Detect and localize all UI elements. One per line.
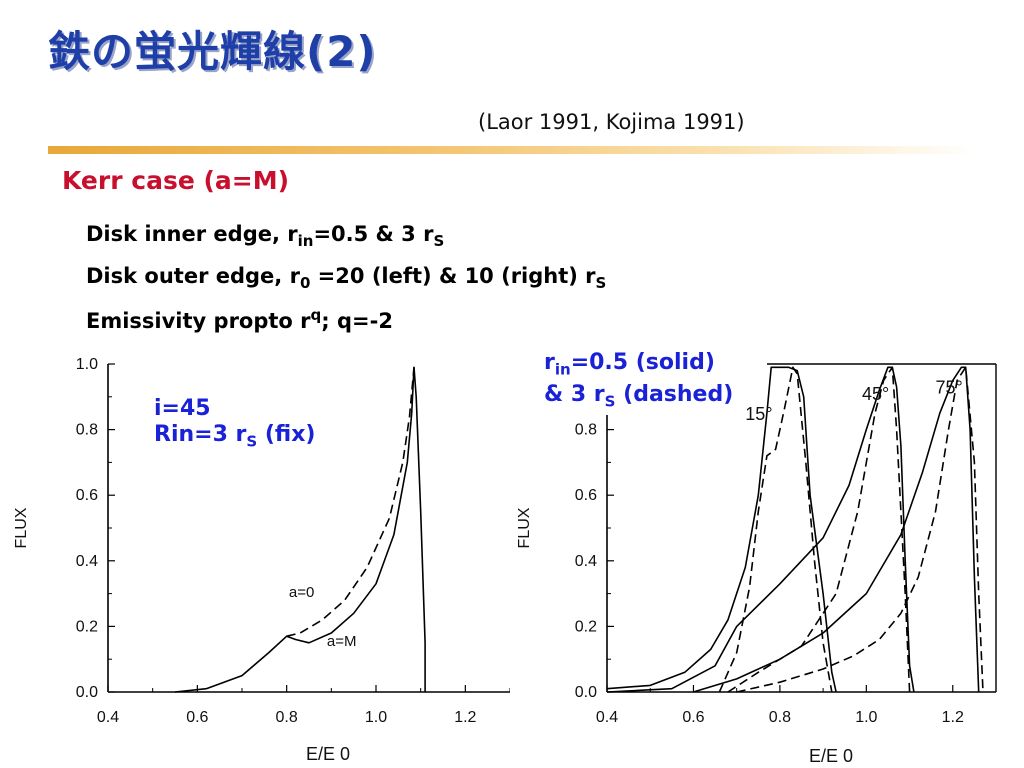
x-axis-label: E/E 0 (306, 744, 350, 764)
bullet-outer-edge: Disk outer edge, r0 =20 (left) & 10 (rig… (86, 264, 607, 293)
x-axis-label: E/E 0 (809, 746, 853, 766)
x-tick-label: 0.6 (682, 709, 704, 726)
y-tick-label: 0.4 (575, 553, 597, 570)
series-line-1 (718, 366, 833, 693)
annotation-label: 45° (862, 384, 889, 404)
x-tick-label: 1.2 (942, 709, 964, 726)
annotation-label: a=0 (289, 584, 314, 601)
x-tick-label: 1.0 (365, 709, 387, 726)
y-tick-label: 0.6 (575, 487, 597, 504)
x-tick-label: 1.2 (454, 709, 476, 726)
y-tick-label: 0.6 (76, 487, 98, 504)
series-line-0 (174, 366, 426, 693)
annotation-label: a=M (327, 633, 357, 650)
citation: (Laor 1991, Kojima 1991) (478, 110, 745, 134)
series-line-4 (693, 366, 980, 693)
y-tick-label: 0.4 (76, 553, 98, 570)
y-tick-label: 0.8 (575, 422, 597, 439)
annotation-label: 15° (745, 404, 772, 424)
y-tick-label: 0.2 (575, 618, 597, 635)
y-tick-label: 1.0 (76, 356, 98, 373)
note-line-dashed: & 3 rS (dashed) (544, 382, 734, 411)
y-axis-label: FLUX (13, 507, 30, 548)
title-divider (48, 146, 978, 154)
annotation-label: 75° (935, 378, 962, 398)
y-tick-label: 0.0 (575, 684, 597, 701)
note-line-inclination: i=45 (154, 396, 211, 421)
left-chart-note: i=45 Rin=3 rS (fix) (154, 396, 315, 454)
bullet-inner-edge: Disk inner edge, rin=0.5 & 3 rS (86, 222, 445, 251)
x-tick-label: 0.8 (769, 709, 791, 726)
x-tick-label: 0.8 (276, 709, 298, 726)
slide-title: 鉄の蛍光輝線(2) (48, 27, 377, 76)
x-tick-label: 0.4 (97, 709, 119, 726)
bullet-emissivity: Emissivity propto rq; q=-2 (86, 306, 393, 333)
section-heading: Kerr case (a=M) (62, 166, 290, 195)
flux-chart-right: 0.4 0.6 0.8 1.0 1.2 0.0 0.2 0.4 0.6 0.8 FLUX E/E 0 1… (516, 363, 997, 766)
series-line-1 (286, 367, 415, 637)
y-tick-label: 0.8 (76, 422, 98, 439)
x-tick-label: 1.0 (855, 709, 877, 726)
x-tick-label: 0.6 (186, 709, 208, 726)
series-line-0 (606, 366, 837, 693)
series-line-5 (736, 366, 984, 693)
right-chart-note: rin=0.5 (solid) & 3 rS (dashed) (540, 350, 738, 415)
y-tick-label: 0.2 (76, 618, 98, 635)
series-line-2 (606, 366, 915, 693)
note-line-solid: rin=0.5 (solid) (544, 350, 715, 379)
note-line-rin: Rin=3 rS (fix) (154, 422, 316, 451)
y-tick-label: 0.0 (76, 684, 98, 701)
flux-chart-left: 0.4 0.6 0.8 1.0 1.2 0.0 0.2 0.4 0.6 0.8 1.0 FLUX E/E… (13, 356, 510, 764)
x-tick-label: 0.4 (596, 709, 618, 726)
y-axis-label: FLUX (516, 507, 533, 548)
